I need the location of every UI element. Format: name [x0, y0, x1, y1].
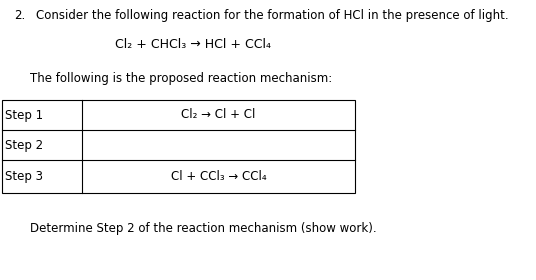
Text: Step 1: Step 1 [5, 109, 43, 122]
Text: Step 2: Step 2 [5, 139, 43, 151]
Text: Cl₂ → Cl + Cl: Cl₂ → Cl + Cl [181, 109, 256, 122]
Text: The following is the proposed reaction mechanism:: The following is the proposed reaction m… [30, 72, 332, 85]
Text: Cl + CCl₃ → CCl₄: Cl + CCl₃ → CCl₄ [170, 170, 266, 183]
Text: 2.: 2. [14, 9, 25, 22]
Text: Step 3: Step 3 [5, 170, 43, 183]
Text: Consider the following reaction for the formation of HCl in the presence of ligh: Consider the following reaction for the … [36, 9, 509, 22]
Text: Determine Step 2 of the reaction mechanism (show work).: Determine Step 2 of the reaction mechani… [30, 222, 377, 235]
Text: Cl₂ + CHCl₃ → HCl + CCl₄: Cl₂ + CHCl₃ → HCl + CCl₄ [115, 38, 271, 51]
Bar [2, 100, 355, 193]
